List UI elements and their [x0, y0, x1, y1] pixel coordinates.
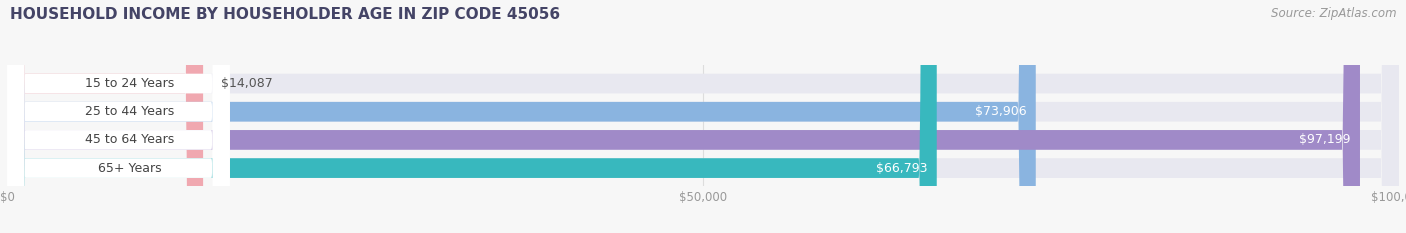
Text: Source: ZipAtlas.com: Source: ZipAtlas.com	[1271, 7, 1396, 20]
Text: $97,199: $97,199	[1299, 134, 1351, 146]
Text: $66,793: $66,793	[876, 161, 928, 175]
Text: $73,906: $73,906	[976, 105, 1026, 118]
FancyBboxPatch shape	[7, 0, 936, 233]
Text: 45 to 64 Years: 45 to 64 Years	[84, 134, 174, 146]
Text: 25 to 44 Years: 25 to 44 Years	[84, 105, 174, 118]
Text: $14,087: $14,087	[221, 77, 273, 90]
FancyBboxPatch shape	[7, 0, 202, 233]
FancyBboxPatch shape	[7, 0, 1036, 233]
FancyBboxPatch shape	[7, 0, 1360, 233]
Text: HOUSEHOLD INCOME BY HOUSEHOLDER AGE IN ZIP CODE 45056: HOUSEHOLD INCOME BY HOUSEHOLDER AGE IN Z…	[10, 7, 560, 22]
FancyBboxPatch shape	[7, 0, 229, 233]
FancyBboxPatch shape	[7, 0, 229, 233]
FancyBboxPatch shape	[7, 0, 1399, 233]
FancyBboxPatch shape	[7, 0, 1399, 233]
Text: 15 to 24 Years: 15 to 24 Years	[84, 77, 174, 90]
FancyBboxPatch shape	[7, 0, 229, 233]
FancyBboxPatch shape	[7, 0, 229, 233]
FancyBboxPatch shape	[7, 0, 1399, 233]
Text: 65+ Years: 65+ Years	[97, 161, 162, 175]
FancyBboxPatch shape	[7, 0, 1399, 233]
